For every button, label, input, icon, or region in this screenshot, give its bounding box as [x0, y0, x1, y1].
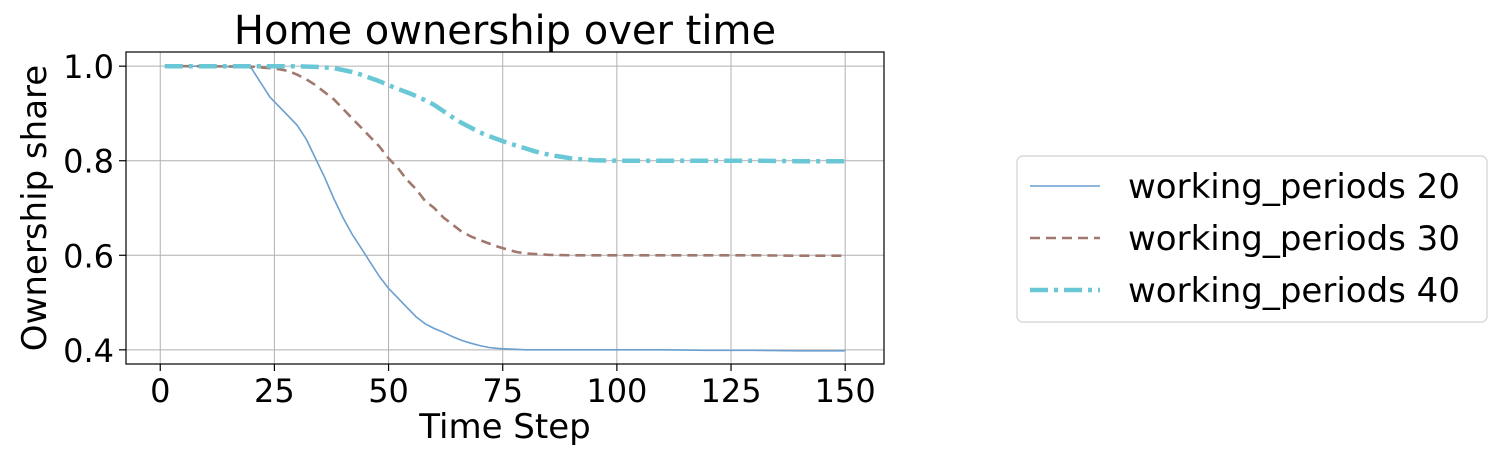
legend-label-working-periods-40: working_periods 40	[1128, 271, 1460, 311]
y-tick-label: 0.4	[63, 332, 114, 370]
y-tick-label: 0.8	[63, 143, 114, 181]
x-tick-label: 25	[254, 372, 295, 410]
x-tick-label: 125	[700, 372, 761, 410]
x-tick-label: 100	[586, 372, 647, 410]
x-axis-label: Time Step	[418, 407, 590, 447]
y-tick-label: 0.6	[63, 237, 114, 275]
series-line-working-periods-20	[164, 65, 846, 352]
legend-label-working-periods-20: working_periods 20	[1128, 167, 1460, 207]
x-tick-label: 150	[815, 372, 876, 410]
y-tick-label: 1.0	[63, 48, 114, 86]
series-line-working-periods-40	[164, 63, 846, 164]
series-line-working-periods-30	[164, 64, 846, 257]
gridlines	[126, 52, 884, 364]
y-axis: 0.4 0.6 0.8 1.0	[63, 48, 126, 370]
x-tick-label: 75	[482, 372, 523, 410]
legend: working_periods 20 working_periods 30 wo…	[1016, 155, 1488, 323]
series-lines	[164, 63, 846, 352]
x-tick-label: 50	[368, 372, 409, 410]
plot-frame	[125, 51, 885, 365]
legend-label-working-periods-30: working_periods 30	[1128, 219, 1460, 259]
x-axis: 0 25 50 75 100 125 150	[150, 364, 876, 410]
y-axis-label: Ownership share	[15, 65, 55, 351]
x-tick-label: 0	[150, 372, 170, 410]
legend-box	[1016, 155, 1488, 323]
chart-title: Home ownership over time	[234, 8, 776, 54]
